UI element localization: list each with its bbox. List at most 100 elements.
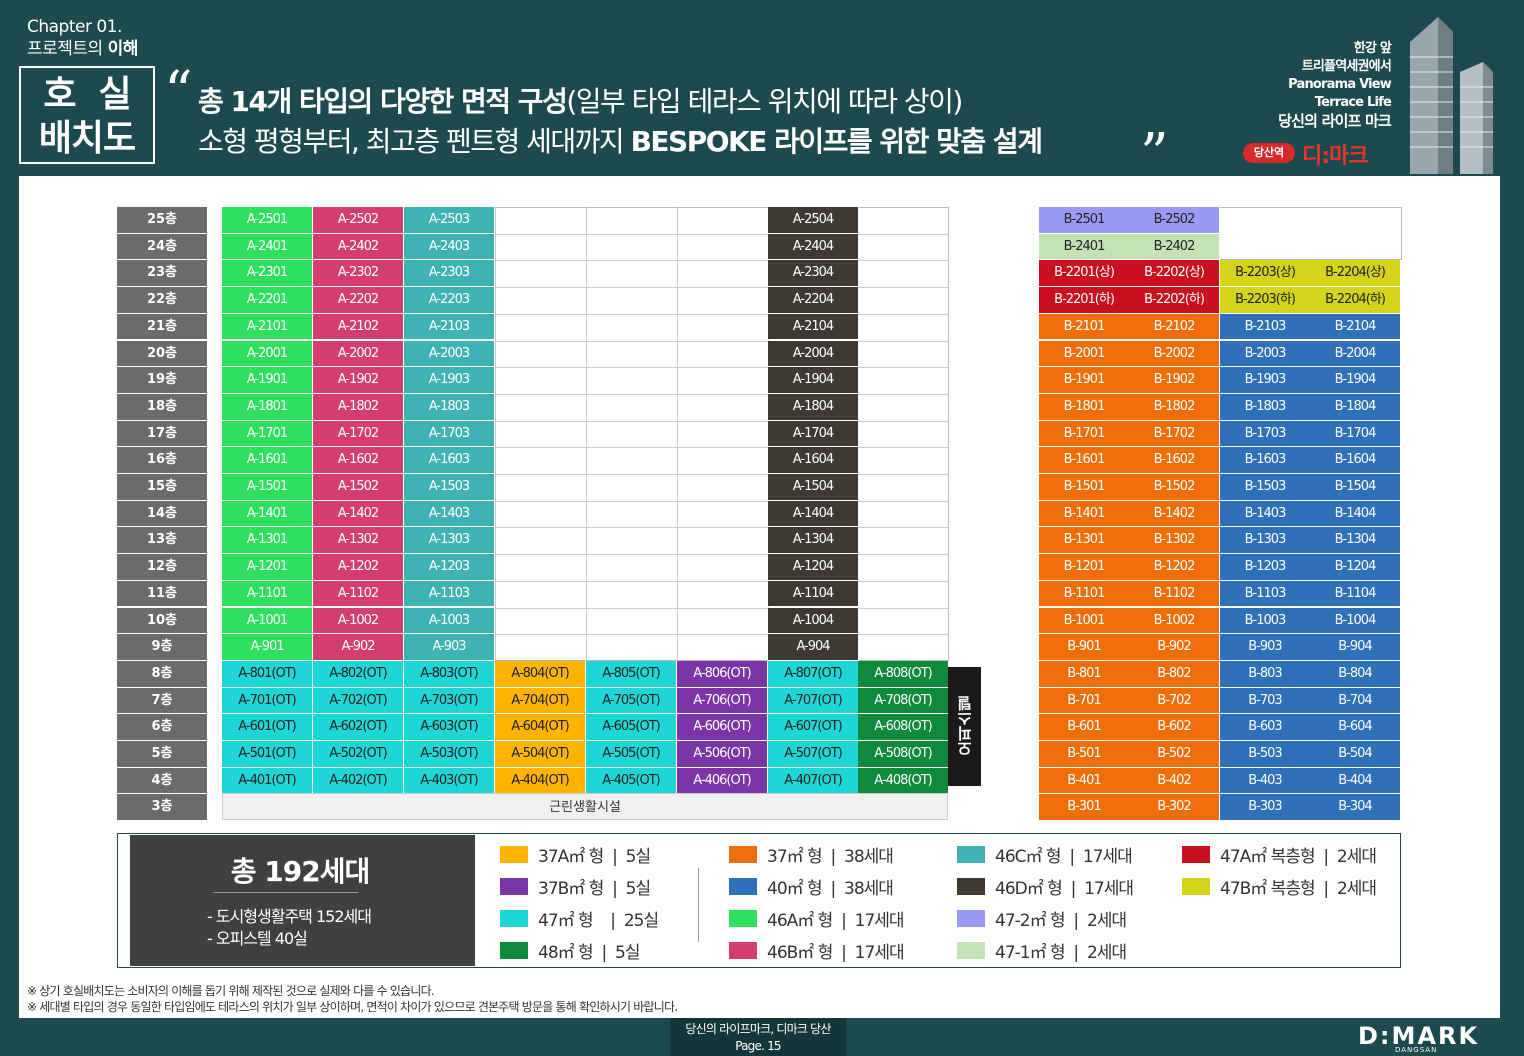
unit-cell: A-1003 (404, 607, 495, 635)
chapter-number: Chapter 01. (27, 17, 122, 37)
floor-label: 8층 (117, 660, 207, 688)
legend-swatch (957, 941, 985, 959)
unit-cell: A-2503 (404, 207, 495, 234)
unit-cell: B-1702 (1129, 420, 1220, 448)
unit-cell: A-2501 (222, 207, 313, 234)
unit-cell: B-1701 (1039, 420, 1130, 448)
legend-label: 46A㎡ 형 | 17세대 (767, 910, 905, 931)
grid-line (495, 393, 768, 395)
unit-cell: B-1101 (1039, 580, 1130, 608)
unit-cell: A-1403 (404, 500, 495, 528)
unit-cell: A-1102 (313, 580, 404, 608)
floor-label: 16층 (117, 447, 207, 474)
unit-cell: B-701 (1039, 687, 1130, 715)
officetel-unit-cell: A-602(OT) (313, 714, 404, 741)
officetel-unit-cell: A-702(OT) (313, 687, 404, 715)
grid-line (495, 420, 768, 422)
officetel-unit-cell: A-706(OT) (677, 687, 768, 715)
headline1-bold: 총 14개 타입의 다양한 면적 구성 (198, 85, 568, 118)
unit-cell: B-303 (1220, 794, 1311, 822)
officetel-unit-cell: A-807(OT) (768, 660, 859, 688)
unit-cell: B-601 (1039, 714, 1130, 741)
slogan-line: 한강 앞 (1353, 41, 1392, 56)
unit-cell: A-2201 (222, 287, 313, 314)
unit-cell: B-2003 (1220, 340, 1311, 368)
headline1-rest: (일부 타입 테라스 위치에 따라 상이) (566, 85, 963, 118)
unit-cell: A-1804 (768, 393, 859, 421)
legend-swatch (729, 941, 757, 959)
floor-label: 3층 (117, 794, 207, 822)
unit-cell: A-1002 (313, 607, 404, 635)
officetel-unit-cell: A-402(OT) (313, 767, 404, 795)
unit-cell: B-504 (1310, 741, 1401, 768)
unit-cell: A-2402 (313, 233, 404, 261)
unit-cell: A-1802 (313, 393, 404, 421)
chapter-sub-text: 프로젝트의 (27, 39, 108, 59)
unit-cell: B-2502 (1129, 207, 1220, 234)
disclaimer-note: ※ 상기 호실배치도는 소비자의 이해를 돕기 위해 제작된 것으로 실제와 다… (27, 984, 435, 998)
legend-item: 46C㎡ 형 | 17세대 (957, 843, 1133, 867)
grid-line (495, 233, 768, 235)
officetel-unit-cell: A-401(OT) (222, 767, 313, 795)
unit-cell: B-2002 (1129, 340, 1220, 368)
unit-cell: B-903 (1220, 634, 1311, 661)
unit-cell: A-2001 (222, 340, 313, 368)
unit-cell: B-902 (1129, 634, 1220, 661)
unit-cell: B-1001 (1039, 607, 1130, 635)
legend-label: 40㎡ 형 | 38세대 (767, 878, 894, 899)
unit-cell: A-2404 (768, 233, 859, 261)
unit-cell: B-1004 (1310, 607, 1401, 635)
floor-label: 7층 (117, 687, 207, 715)
grid-line (858, 233, 949, 235)
unit-cell: A-2101 (222, 313, 313, 341)
unit-cell: A-902 (313, 634, 404, 661)
unit-cell: A-1304 (768, 527, 859, 555)
unit-cell: A-2103 (404, 313, 495, 341)
officetel-unit-cell: A-503(OT) (404, 741, 495, 768)
officetel-unit-cell: A-707(OT) (768, 687, 859, 715)
grid-line (495, 287, 768, 289)
unit-cell: B-2202(상) (1129, 260, 1220, 288)
officetel-unit-cell: A-405(OT) (586, 767, 677, 795)
unit-cell: A-1202 (313, 554, 404, 581)
unit-cell: B-502 (1129, 741, 1220, 768)
unit-cell: A-2303 (404, 260, 495, 288)
unit-cell: B-602 (1129, 714, 1220, 741)
unit-cell: A-2002 (313, 340, 404, 368)
unit-cell: A-1703 (404, 420, 495, 448)
total-units-title: 총 192세대 (230, 855, 370, 888)
unit-cell: A-2401 (222, 233, 313, 261)
unit-cell: A-1004 (768, 607, 859, 635)
unit-cell: A-1302 (313, 527, 404, 555)
unit-cell: B-404 (1310, 767, 1401, 795)
unit-cell: A-1701 (222, 420, 313, 448)
floor-label: 22층 (117, 287, 207, 314)
floor-label: 20층 (117, 340, 207, 368)
disclaimer-note: ※ 세대별 타입의 경우 동일한 타입임에도 테라스의 위치가 일부 상이하며,… (27, 1000, 678, 1014)
legend-label: 46B㎡ 형 | 17세대 (767, 942, 905, 963)
page-title-line2: 배치도 (38, 118, 136, 159)
legend-label: 47-1㎡ 형 | 2세대 (995, 942, 1127, 963)
unit-cell: A-1702 (313, 420, 404, 448)
quote-open-icon: “ (164, 60, 193, 125)
headline-line1: 총 14개 타입의 다양한 면적 구성(일부 타입 테라스 위치에 따라 상이) (198, 80, 963, 120)
officetel-unit-cell: A-801(OT) (222, 660, 313, 688)
unit-cell: B-1804 (1310, 393, 1401, 421)
legend-swatch (729, 909, 757, 927)
unit-cell: B-402 (1129, 767, 1220, 795)
floor-label: 14층 (117, 500, 207, 528)
officetel-label: 오피스텔 (948, 667, 981, 786)
unit-cell: B-2001 (1039, 340, 1130, 368)
legend-label: 47㎡ 형 | 25실 (538, 910, 659, 931)
unit-cell: A-1603 (404, 447, 495, 474)
legend-label: 48㎡ 형 | 5실 (538, 942, 640, 963)
grid-line (495, 580, 768, 582)
unit-cell: A-1502 (313, 474, 404, 501)
grid-line (858, 607, 949, 609)
grid-line (586, 207, 587, 661)
legend-item: 47㎡ 형 | 25실 (500, 907, 659, 931)
legend-label: 46D㎡ 형 | 17세대 (995, 878, 1134, 899)
grid-line (858, 287, 949, 289)
unit-cell: A-1801 (222, 393, 313, 421)
chapter-sub-bold: 이해 (107, 39, 139, 59)
